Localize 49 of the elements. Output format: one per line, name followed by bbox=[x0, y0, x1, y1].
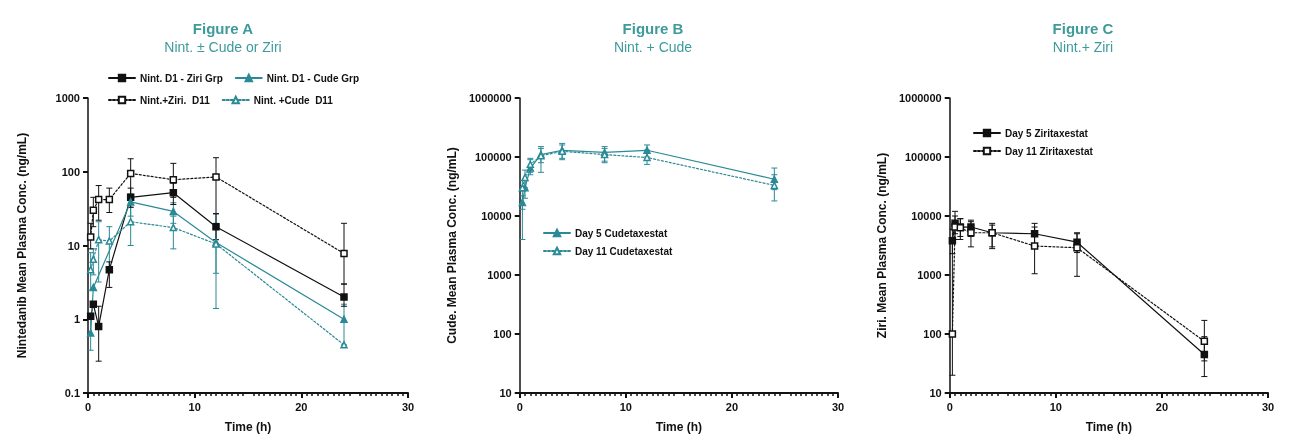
chart-subtitle: Nint. + Cude bbox=[613, 39, 693, 55]
y-tick-label: 1000000 bbox=[468, 92, 512, 104]
y-tick-label: 1000000 bbox=[898, 92, 942, 104]
x-tick-label: 10 bbox=[1049, 400, 1062, 413]
x-tick-label: 0 bbox=[946, 400, 953, 413]
x-tick-label: 10 bbox=[188, 400, 201, 413]
y-tick-label: 1000 bbox=[55, 92, 80, 104]
x-tick-label: 30 bbox=[1261, 400, 1275, 413]
x-tick-label: 0 bbox=[516, 400, 523, 413]
y-axis-title: Cude. Mean Plasma Conc. (ng/mL) bbox=[445, 147, 459, 344]
chart-subtitle: Nint. ± Cude or Ziri bbox=[164, 39, 282, 55]
y-tick-label: 100 bbox=[61, 165, 80, 178]
legend-label: Nint. +Cude D11 bbox=[253, 94, 334, 106]
y-tick-label: 0.1 bbox=[64, 387, 80, 399]
x-tick-label: 30 bbox=[401, 400, 415, 413]
x-axis-title: Time (h) bbox=[224, 420, 272, 434]
y-tick-label: 10000 bbox=[481, 210, 512, 222]
legend-label: Day 5 Ziritaxestat bbox=[1005, 127, 1089, 139]
y-tick-label: 100000 bbox=[905, 151, 942, 163]
chart-title: Figure C bbox=[1052, 20, 1114, 37]
y-tick-label: 10 bbox=[67, 239, 80, 252]
y-tick-label: 100 bbox=[493, 328, 512, 340]
x-axis-title: Time (h) bbox=[1085, 420, 1133, 434]
x-tick-label: 20 bbox=[295, 400, 308, 413]
x-tick-label: 10 bbox=[619, 400, 632, 413]
legend-label: Day 5 Cudetaxestat bbox=[575, 227, 668, 239]
legend-label: Nint. D1 - Ziri Grp bbox=[140, 72, 223, 84]
y-axis-title: Ziri. Mean Plasma Conc. (ng/mL) bbox=[875, 152, 889, 339]
y-tick-label: 10 bbox=[499, 387, 512, 399]
x-tick-label: 30 bbox=[831, 400, 845, 413]
chart-title: Figure B bbox=[622, 20, 684, 37]
chart-title: Figure A bbox=[192, 20, 254, 37]
chart-subtitle: Nint.+ Ziri bbox=[1052, 39, 1114, 55]
y-tick-label: 1000 bbox=[487, 269, 512, 281]
x-tick-label: 0 bbox=[84, 400, 92, 413]
legend-label: Day 11 Cudetaxestat bbox=[575, 245, 673, 257]
y-tick-label: 10 bbox=[929, 387, 942, 399]
legend-label: Nint. D1 - Cude Grp bbox=[266, 72, 360, 84]
x-tick-label: 20 bbox=[1155, 400, 1169, 413]
legend-label: Day 11 Ziritaxestat bbox=[1005, 145, 1094, 157]
y-tick-label: 1000 bbox=[917, 269, 942, 281]
y-tick-label: 10000 bbox=[911, 210, 942, 222]
x-tick-label: 20 bbox=[725, 400, 739, 413]
y-tick-label: 1 bbox=[73, 313, 80, 326]
y-tick-label: 100000 bbox=[475, 151, 512, 163]
y-axis-title: Nintedanib Mean Plasma Conc. (ng/mL) bbox=[15, 132, 29, 359]
legend-label: Nint.+Ziri. D11 bbox=[140, 94, 211, 106]
y-tick-label: 100 bbox=[923, 328, 942, 340]
x-axis-title: Time (h) bbox=[655, 420, 703, 434]
